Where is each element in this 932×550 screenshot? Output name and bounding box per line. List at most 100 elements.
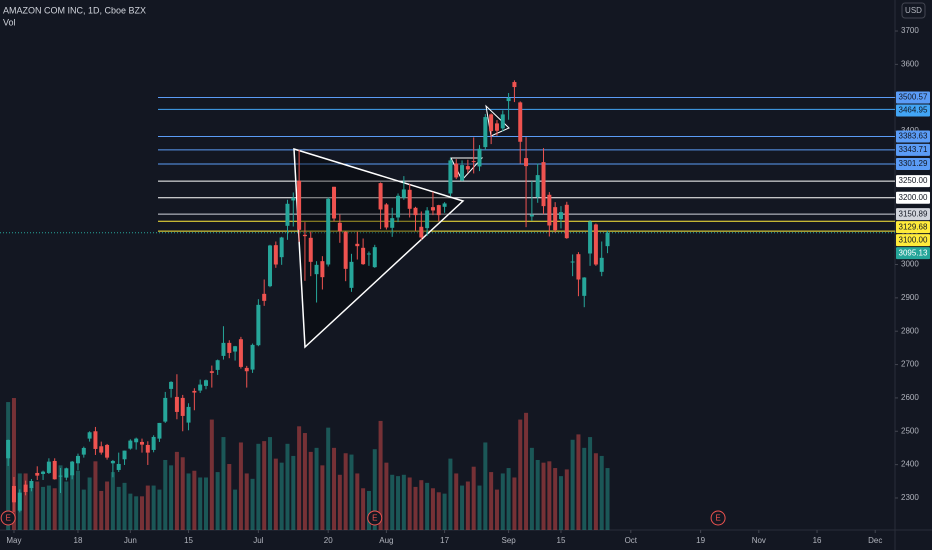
volume-bar xyxy=(419,480,424,530)
candle-body xyxy=(297,180,302,230)
candle-body xyxy=(483,117,488,148)
candle-body xyxy=(506,98,511,102)
volume-bar xyxy=(529,447,534,530)
candle-body xyxy=(494,123,499,131)
x-tick-label: Jun xyxy=(124,536,137,545)
volume-bar xyxy=(134,496,139,530)
volume-bar xyxy=(273,458,278,530)
candle-body xyxy=(454,163,459,178)
candle-body xyxy=(291,197,296,201)
y-tick-label: 2800 xyxy=(901,326,919,335)
price-label: 3500.57 xyxy=(899,93,928,102)
candle-body xyxy=(326,198,331,265)
candle-body xyxy=(174,396,179,412)
volume-bar xyxy=(483,442,488,530)
currency: USD xyxy=(905,6,922,15)
candle-body xyxy=(134,438,139,443)
volume-bar xyxy=(227,464,232,530)
volume-bar xyxy=(29,486,34,530)
candle-body xyxy=(337,222,342,232)
volume-bar xyxy=(122,482,127,530)
candle-body xyxy=(52,460,57,480)
currency-box[interactable] xyxy=(901,2,926,19)
volume-bar xyxy=(343,453,348,530)
volume-bar xyxy=(180,457,185,530)
volume-bar xyxy=(151,485,156,530)
candle-body xyxy=(366,253,371,255)
volume-bar xyxy=(128,493,133,530)
price-label: 3301.29 xyxy=(899,159,928,168)
candle-body xyxy=(570,261,575,263)
x-tick-label: Oct xyxy=(625,536,638,545)
candle-body xyxy=(390,218,395,228)
price-label: 3200.00 xyxy=(899,193,928,202)
volume-bar xyxy=(460,485,465,530)
candle-body xyxy=(448,160,453,194)
volume-bar xyxy=(337,474,342,530)
volume-bar xyxy=(477,485,482,530)
candle-body xyxy=(198,384,203,391)
candle-body xyxy=(99,446,104,453)
x-tick-label: Sep xyxy=(501,536,516,545)
price-label-bg xyxy=(896,158,930,171)
volume-bar xyxy=(209,419,214,530)
volume-bar xyxy=(238,442,243,530)
volume-bar xyxy=(169,465,174,530)
price-label: 3343.71 xyxy=(899,145,928,154)
volume-bar xyxy=(361,488,366,530)
candle-body xyxy=(401,189,406,198)
candle-body xyxy=(465,166,470,170)
price-label: 3250.00 xyxy=(899,176,928,185)
volume-layer xyxy=(6,398,610,530)
candle-body xyxy=(209,371,214,373)
candle-body xyxy=(588,221,593,254)
axis-layer: 2300240025002600270028002900300031003200… xyxy=(0,26,930,545)
candle-body xyxy=(29,480,34,488)
candle-body xyxy=(233,346,238,352)
volume-bar xyxy=(268,437,273,530)
candle-body xyxy=(396,195,401,218)
volume-bar xyxy=(425,482,430,530)
volume-bar xyxy=(547,461,552,530)
candle-body xyxy=(151,436,156,450)
volume-bar xyxy=(87,477,92,530)
volume-bar xyxy=(535,459,540,530)
candle-body xyxy=(110,460,115,464)
volume-bar xyxy=(576,434,581,530)
volume-bar xyxy=(52,488,57,530)
candle-body xyxy=(227,342,232,353)
candle-body xyxy=(285,203,290,226)
candle-body xyxy=(238,339,243,367)
volume-bar xyxy=(70,473,75,530)
x-tick-label: 15 xyxy=(557,536,566,545)
candle-body xyxy=(349,261,354,288)
volume-bar xyxy=(582,447,587,530)
candle-body xyxy=(413,207,418,216)
volume-bar xyxy=(390,474,395,530)
volume-label: Vol xyxy=(3,17,16,27)
x-tick-label: Dec xyxy=(868,536,882,545)
candle-body xyxy=(17,492,22,511)
price-label: 3095.13 xyxy=(899,248,928,257)
candle-body xyxy=(93,431,98,449)
candle-body xyxy=(157,422,162,439)
candle-body xyxy=(460,165,465,181)
x-tick-label: 17 xyxy=(440,536,449,545)
candle-body xyxy=(180,397,185,416)
y-tick-label: 3700 xyxy=(901,26,919,35)
earnings-marker xyxy=(0,510,16,526)
volume-bar xyxy=(250,478,255,530)
volume-bar xyxy=(186,473,191,530)
volume-bar xyxy=(174,451,179,530)
candle-body xyxy=(442,203,447,207)
candle-body xyxy=(262,293,267,301)
candle-body xyxy=(87,432,92,439)
candle-body xyxy=(553,207,558,231)
volume-bar xyxy=(553,468,558,530)
candle-body xyxy=(256,304,261,346)
candle-body xyxy=(599,257,604,272)
candle-body xyxy=(489,114,494,132)
volume-bar xyxy=(320,465,325,530)
volume-bar xyxy=(110,472,115,530)
